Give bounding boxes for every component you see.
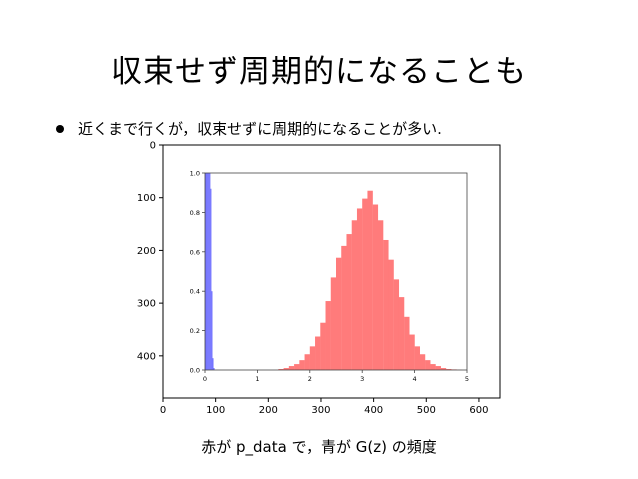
outer-x-tick-label: 400 bbox=[364, 405, 383, 416]
red-bar bbox=[393, 279, 400, 370]
blue-bar bbox=[210, 188, 212, 370]
red-bar bbox=[367, 190, 373, 370]
inner-y-tick-label: 0.2 bbox=[190, 327, 200, 335]
outer-x-tick-label: 600 bbox=[469, 405, 488, 416]
inner-y-tick-label: 0.4 bbox=[190, 288, 200, 296]
outer-y-tick-label: 400 bbox=[137, 351, 156, 362]
red-bar bbox=[346, 234, 352, 370]
red-bar bbox=[294, 364, 300, 370]
bullet-dot-icon bbox=[56, 124, 64, 133]
blue-bar bbox=[211, 291, 213, 370]
blue-bar bbox=[212, 358, 214, 370]
red-bar bbox=[330, 277, 337, 370]
red-bar bbox=[440, 368, 447, 370]
red-bar bbox=[315, 336, 321, 370]
red-bar bbox=[320, 322, 326, 370]
inner-y-tick-label: 0.8 bbox=[190, 209, 200, 217]
inner-x-tick-label: 0 bbox=[203, 375, 207, 383]
red-bar bbox=[304, 354, 310, 370]
red-bar bbox=[430, 364, 436, 370]
inner-x-tick-label: 2 bbox=[308, 375, 312, 383]
outer-y-tick-label: 0 bbox=[150, 141, 156, 152]
series-red bbox=[278, 190, 462, 370]
red-bar bbox=[336, 257, 342, 370]
red-bar bbox=[325, 301, 331, 370]
red-bar bbox=[288, 366, 295, 370]
outer-x-tick-label: 0 bbox=[160, 405, 166, 416]
bullet-text: 近くまで行くが，収束せずに周期的になることが多い. bbox=[78, 120, 442, 138]
outer-x-tick-label: 300 bbox=[311, 405, 330, 416]
blue-bar bbox=[213, 368, 215, 370]
red-bar bbox=[278, 369, 284, 370]
inner-plot: 0 1 2 3 4 5 0.0 0.2 0.4 0.6 0.8 1.0 bbox=[190, 170, 469, 384]
outer-y-tick-label: 200 bbox=[137, 246, 156, 257]
bullet-point: 近くまで行くが，収束せずに周期的になることが多い. bbox=[56, 118, 442, 139]
red-bar bbox=[299, 360, 305, 370]
red-bar bbox=[435, 366, 441, 370]
red-bar bbox=[404, 316, 410, 370]
inner-x-tick-label: 1 bbox=[255, 375, 259, 383]
red-bar bbox=[409, 334, 415, 370]
inner-y-tick-label: 0.0 bbox=[190, 367, 200, 375]
outer-y-tick-label: 300 bbox=[137, 299, 156, 310]
red-bar bbox=[398, 297, 405, 370]
red-bar bbox=[377, 220, 384, 370]
red-bar bbox=[446, 369, 452, 370]
figure-caption: 赤が p_data で，青が G(z) の頻度 bbox=[201, 438, 437, 456]
red-bar bbox=[309, 346, 316, 370]
red-bar bbox=[388, 259, 394, 370]
slide-title: 収束せず周期的になることも bbox=[111, 54, 527, 90]
blue-bar bbox=[208, 173, 210, 370]
red-bar bbox=[356, 208, 363, 370]
red-bar bbox=[383, 239, 389, 370]
red-bar bbox=[414, 346, 420, 370]
inner-y-tick-label: 0.6 bbox=[190, 248, 200, 256]
red-bar bbox=[362, 198, 368, 370]
red-bar bbox=[283, 368, 289, 370]
blue-bar bbox=[205, 173, 207, 370]
blue-bar bbox=[206, 173, 208, 370]
blue-bar bbox=[207, 173, 209, 370]
inner-x-tick-label: 4 bbox=[413, 375, 417, 383]
red-bar bbox=[425, 360, 431, 370]
outer-y-tick-label: 100 bbox=[137, 193, 156, 204]
series-blue bbox=[205, 173, 215, 370]
outer-x-tick-label: 200 bbox=[259, 405, 278, 416]
blue-bar bbox=[209, 173, 211, 370]
outer-axes: 0 100 200 300 400 500 600 0 100 200 300 400 bbox=[137, 141, 501, 416]
red-bar bbox=[351, 220, 358, 370]
red-bar bbox=[372, 204, 379, 370]
outer-x-tick-label: 100 bbox=[206, 405, 225, 416]
red-bar bbox=[419, 354, 426, 370]
inner-x-tick-label: 3 bbox=[360, 375, 364, 383]
red-bar bbox=[341, 245, 347, 370]
inner-x-tick-label: 5 bbox=[465, 375, 469, 383]
outer-x-tick-label: 500 bbox=[417, 405, 436, 416]
inner-frame bbox=[204, 172, 468, 371]
inner-y-tick-label: 1.0 bbox=[190, 170, 200, 178]
